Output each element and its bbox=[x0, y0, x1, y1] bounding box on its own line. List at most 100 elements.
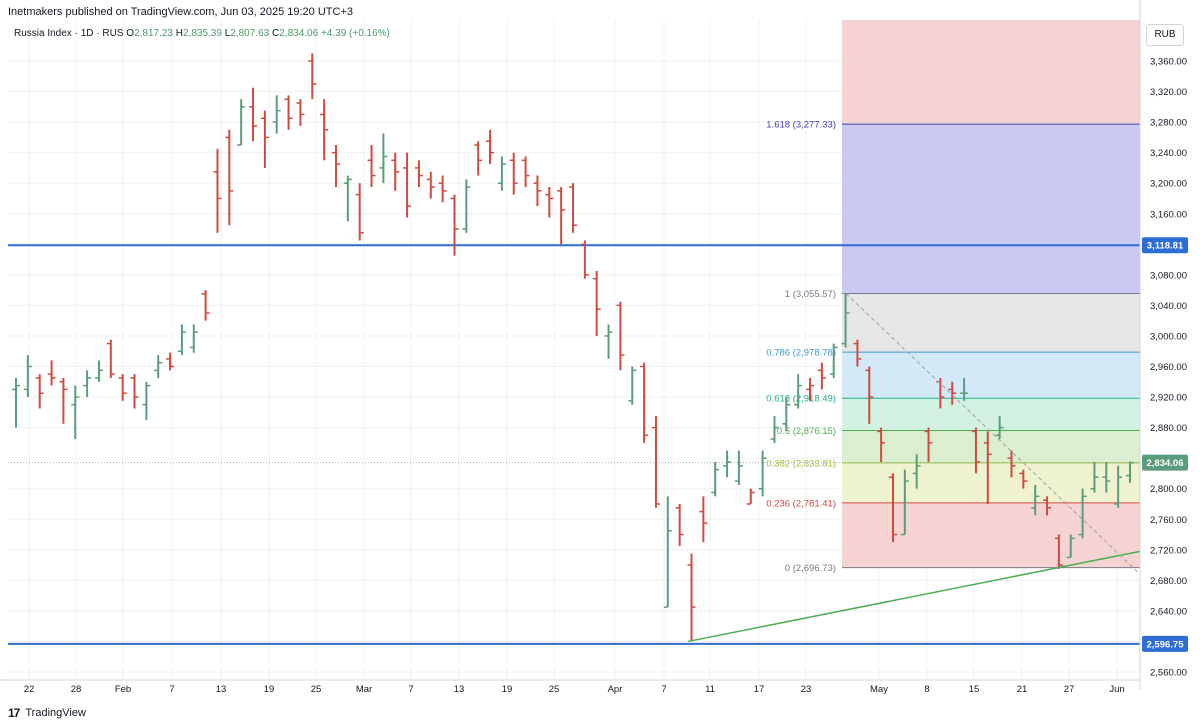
price-marker bbox=[1142, 635, 1188, 652]
ohlc-bar bbox=[142, 381, 151, 420]
ohlc-bar bbox=[320, 99, 329, 161]
time-tick-label: 7 bbox=[408, 684, 413, 695]
time-tick-label: 13 bbox=[216, 684, 227, 695]
time-axis: 22 28 Feb 7 13 19 25 Mar 7 13 19 25 Apr 7 11 17 23 May 8 15… bbox=[0, 679, 1140, 695]
ohlc-bar bbox=[94, 360, 103, 382]
fib-level-label: 0.618 (2,918.49) bbox=[766, 394, 836, 405]
ohlc-bar bbox=[651, 416, 660, 508]
ohlc-bar bbox=[284, 95, 293, 130]
currency-button[interactable]: RUB bbox=[1146, 24, 1184, 46]
ohlc-bar bbox=[853, 339, 862, 367]
price-axis: 3,360.00 3,320.00 3,280.00 3,240.00 3,200.00… bbox=[1139, 0, 1188, 690]
price-marker-label: 2,596.75 bbox=[1147, 639, 1185, 650]
ohlc-bar bbox=[106, 339, 115, 378]
ohlc-bar bbox=[462, 179, 471, 233]
time-tick-label: 25 bbox=[311, 684, 322, 695]
ohlc-bar bbox=[486, 129, 495, 165]
ohlc-bar bbox=[1007, 450, 1016, 478]
fib-zone bbox=[842, 430, 1140, 463]
ohlc-bar bbox=[213, 148, 222, 233]
price-marker bbox=[1142, 237, 1188, 254]
ohlc-bar bbox=[509, 152, 518, 195]
price-tick-label: 3,320.00 bbox=[1150, 87, 1187, 98]
ohlc-bar bbox=[580, 240, 589, 279]
ohlc-bar bbox=[1102, 461, 1111, 493]
price-tick-label: 2,920.00 bbox=[1150, 393, 1187, 404]
fib-zone bbox=[842, 398, 1140, 431]
ohlc-bar bbox=[616, 301, 625, 371]
ohlc-bar bbox=[201, 290, 210, 321]
ohlc-bar bbox=[604, 324, 613, 359]
ohlc-bar bbox=[971, 427, 980, 474]
footer-brand-text: TradingView bbox=[25, 707, 86, 719]
time-tick-label: 17 bbox=[754, 684, 765, 695]
ohlc-bar bbox=[414, 160, 423, 188]
ohlc-bar bbox=[900, 469, 909, 536]
ohlc-bar bbox=[723, 450, 732, 478]
time-tick-label: Apr bbox=[608, 684, 623, 695]
change-value: +4.39 (+0.16%) bbox=[320, 28, 390, 39]
ohlc-bar bbox=[675, 503, 684, 546]
ohlc-bar bbox=[426, 171, 435, 199]
price-tick-label: 2,720.00 bbox=[1150, 545, 1187, 556]
ohlc-bar bbox=[948, 381, 957, 405]
fib-level-label: 0.382 (2,833.81) bbox=[766, 458, 836, 469]
footer-brand: 17 TradingView bbox=[8, 706, 86, 720]
fib-level-label: 1.618 (3,277.33) bbox=[766, 120, 836, 131]
fib-trend-dashed-line bbox=[845, 293, 1141, 575]
ohlc-bar bbox=[403, 152, 412, 218]
ohlc-bar bbox=[817, 362, 826, 390]
time-tick-label: Jun bbox=[1109, 684, 1124, 695]
price-tick-label: 3,080.00 bbox=[1150, 270, 1187, 281]
ohlc-bar bbox=[1126, 461, 1134, 483]
ohlc-bar bbox=[746, 488, 755, 505]
ohlc-bar bbox=[640, 362, 649, 443]
ohlc-bar bbox=[166, 352, 175, 371]
ohlc-bar bbox=[545, 187, 554, 218]
ohlc-bar bbox=[59, 377, 68, 424]
ohlc-bar bbox=[237, 99, 246, 146]
ohlc-bar bbox=[154, 355, 163, 378]
ohlc-bar bbox=[71, 385, 80, 440]
time-tick-label: Mar bbox=[356, 684, 372, 695]
ohlc-bar bbox=[758, 450, 767, 497]
low-label: L bbox=[224, 28, 231, 39]
ohlc-bar bbox=[118, 374, 127, 401]
fib-level-label: 1 (3,055.57) bbox=[785, 289, 836, 300]
ohlc-bar bbox=[628, 366, 637, 405]
high-label: H bbox=[175, 28, 183, 39]
time-tick-label: 22 bbox=[24, 684, 35, 695]
ohlc-bars bbox=[12, 53, 1134, 642]
ohlc-bar bbox=[331, 145, 340, 188]
price-tick-label: 2,960.00 bbox=[1150, 362, 1187, 373]
ohlc-bar bbox=[272, 95, 281, 134]
price-tick-label: 3,160.00 bbox=[1150, 209, 1187, 220]
ohlc-bar bbox=[35, 374, 44, 409]
ohlc-bar bbox=[829, 343, 838, 378]
fib-zone bbox=[842, 502, 1140, 568]
ohlc-bar bbox=[189, 324, 198, 353]
ohlc-bar bbox=[497, 156, 506, 191]
ohlc-bar bbox=[450, 194, 459, 256]
price-tick-label: 3,280.00 bbox=[1150, 118, 1187, 129]
ohlc-bar bbox=[711, 461, 720, 497]
price-tick-label: 3,240.00 bbox=[1150, 148, 1187, 159]
ohlc-bar bbox=[1078, 488, 1087, 539]
ohlc-bar bbox=[1054, 534, 1063, 569]
fib-level-label: 0.5 (2,876.15) bbox=[777, 426, 836, 437]
fib-zone bbox=[842, 124, 1140, 294]
ohlc-bar bbox=[592, 271, 601, 336]
ohlc-bar bbox=[379, 133, 388, 184]
tradingview-logo-icon: 17 bbox=[8, 706, 20, 720]
price-tick-label: 2,640.00 bbox=[1150, 606, 1187, 617]
time-tick-label: May bbox=[870, 684, 888, 695]
ohlc-bar bbox=[1031, 484, 1040, 516]
fib-zone bbox=[842, 462, 1140, 503]
time-tick-label: Feb bbox=[115, 684, 131, 695]
ohlc-bar bbox=[177, 324, 186, 356]
ohlc-bar bbox=[12, 377, 20, 428]
ohlc-bar bbox=[533, 175, 542, 207]
ohlc-bar bbox=[794, 374, 803, 409]
close-value: 2,834.06 bbox=[279, 28, 319, 39]
